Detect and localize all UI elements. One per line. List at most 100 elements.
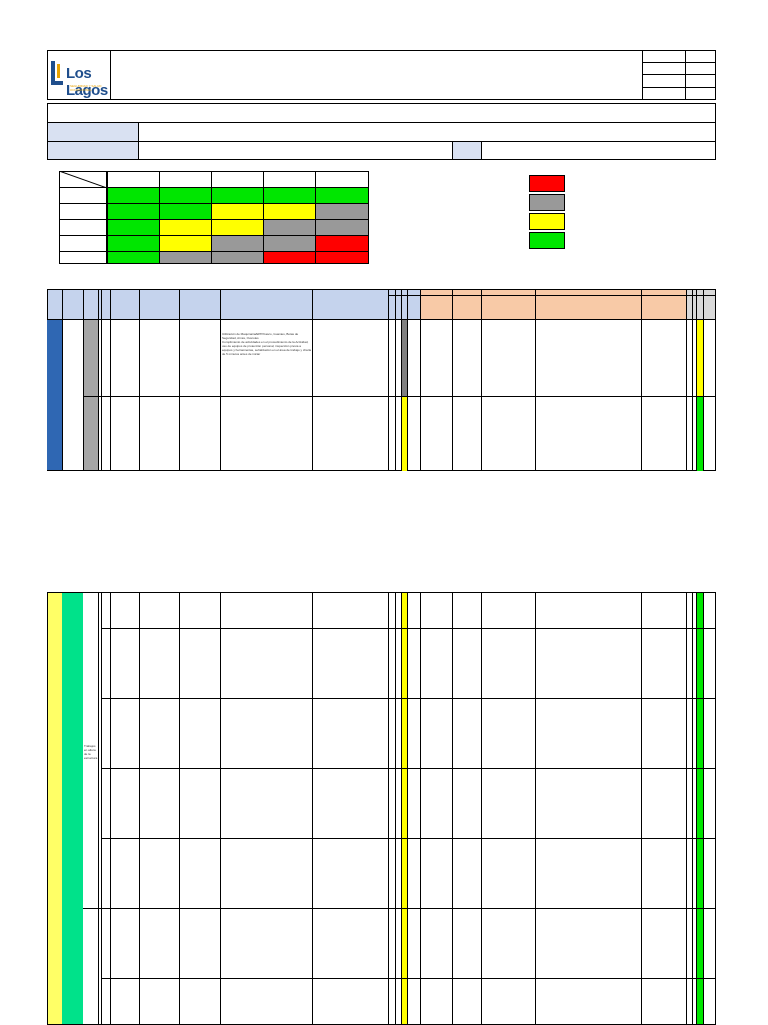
legend-swatch-red [529,175,565,192]
row-divider [101,768,716,769]
column-divider [401,289,402,471]
column-divider [110,592,111,1024]
matrix-cell [107,219,160,236]
column-divider [452,592,453,1024]
matrix-cell [159,251,212,264]
legend-swatch-gray [529,194,565,211]
row1-residual-yellow [696,320,703,396]
column-divider [692,592,693,1024]
matrix-cell [107,251,160,264]
matrix-cell [107,203,160,220]
row-divider [83,908,716,909]
legend-swatch-green [529,232,565,249]
matrix-cell [211,203,264,220]
matrix-cell [315,187,369,204]
matrix-cell [211,235,264,252]
column-divider [401,592,402,1024]
info-block [47,103,716,160]
row1-risk-gray [401,320,407,396]
residual-column-green [696,592,703,1024]
column-divider [220,289,221,471]
logo-name: Los Lagos [66,65,108,99]
column-divider [395,592,396,1024]
row2-risk-yellow [401,396,407,471]
column-divider [420,592,421,1024]
column-divider [101,592,102,1024]
row1-control-note: Utilización de Maquinaria/EPP/Casco, Gua… [222,332,299,340]
main-table: Utilización de Maquinaria/EPP/Casco, Gua… [47,289,716,471]
subcategory-bar-gray [83,320,98,470]
column-divider [407,592,408,1024]
matrix-cell [159,219,212,236]
column-divider [696,592,697,1024]
column-divider [388,289,389,471]
column-divider [535,592,536,1024]
matrix-cell [315,235,369,252]
matrix-cell [211,187,264,204]
row-divider [101,698,716,699]
matrix-cell [263,219,316,236]
matrix-cell [159,203,212,220]
category-bar-mint [62,592,83,1024]
column-divider [98,289,99,471]
column-divider [407,289,408,471]
matrix-corner-diagonal [59,171,107,188]
matrix-cell [211,251,264,264]
info-label-2 [48,142,138,159]
column-divider [220,592,221,1024]
column-divider [696,289,697,471]
matrix-cell [159,187,212,204]
column-divider [139,592,140,1024]
column-divider [641,289,642,471]
column-divider [110,289,111,471]
column-divider [452,289,453,471]
matrix-cell [315,203,369,220]
column-divider [703,289,704,471]
risk-column-yellow [401,592,407,1024]
column-divider [692,289,693,471]
column-divider [101,289,102,471]
column-divider [481,289,482,471]
matrix-cell [263,235,316,252]
column-divider [83,289,84,471]
row-side-note: Trabajos en altura de la estructura [84,744,98,760]
second-table: Trabajos en altura de la estructura [47,592,716,1025]
column-divider [388,592,389,1024]
column-divider [703,592,704,1024]
title-block [47,50,716,100]
column-divider [98,592,99,1024]
company-logo: Los Lagos SEGURIDAD Y SALUD OCUPACIONAL [50,57,108,99]
column-divider [686,289,687,471]
category-bar-pale-yellow [47,592,62,1024]
risk-legend [529,175,565,249]
column-divider [312,592,313,1024]
matrix-cell [159,235,212,252]
column-divider [420,289,421,471]
matrix-cell [263,251,316,264]
logo-subtitle: SEGURIDAD Y SALUD OCUPACIONAL [70,84,102,92]
category-bar-blue [47,320,62,470]
matrix-cell [263,203,316,220]
matrix-cell [315,251,369,264]
column-divider [179,592,180,1024]
column-divider [179,289,180,471]
column-divider [481,592,482,1024]
column-divider [395,289,396,471]
row-divider [101,628,716,629]
column-divider [686,592,687,1024]
row1-measure-note: Cumplimiento de actividades en el proced… [222,340,312,356]
row-divider [101,838,716,839]
risk-matrix [59,171,369,264]
legend-swatch-yellow [529,213,565,230]
column-divider [62,289,63,471]
logo-icon [51,61,63,85]
matrix-cell [107,235,160,252]
matrix-cell [211,219,264,236]
info-label-1 [48,123,138,141]
column-divider [641,592,642,1024]
matrix-cell [107,187,160,204]
matrix-cell [263,187,316,204]
matrix-cell [315,219,369,236]
column-divider [312,289,313,471]
column-divider [535,289,536,471]
